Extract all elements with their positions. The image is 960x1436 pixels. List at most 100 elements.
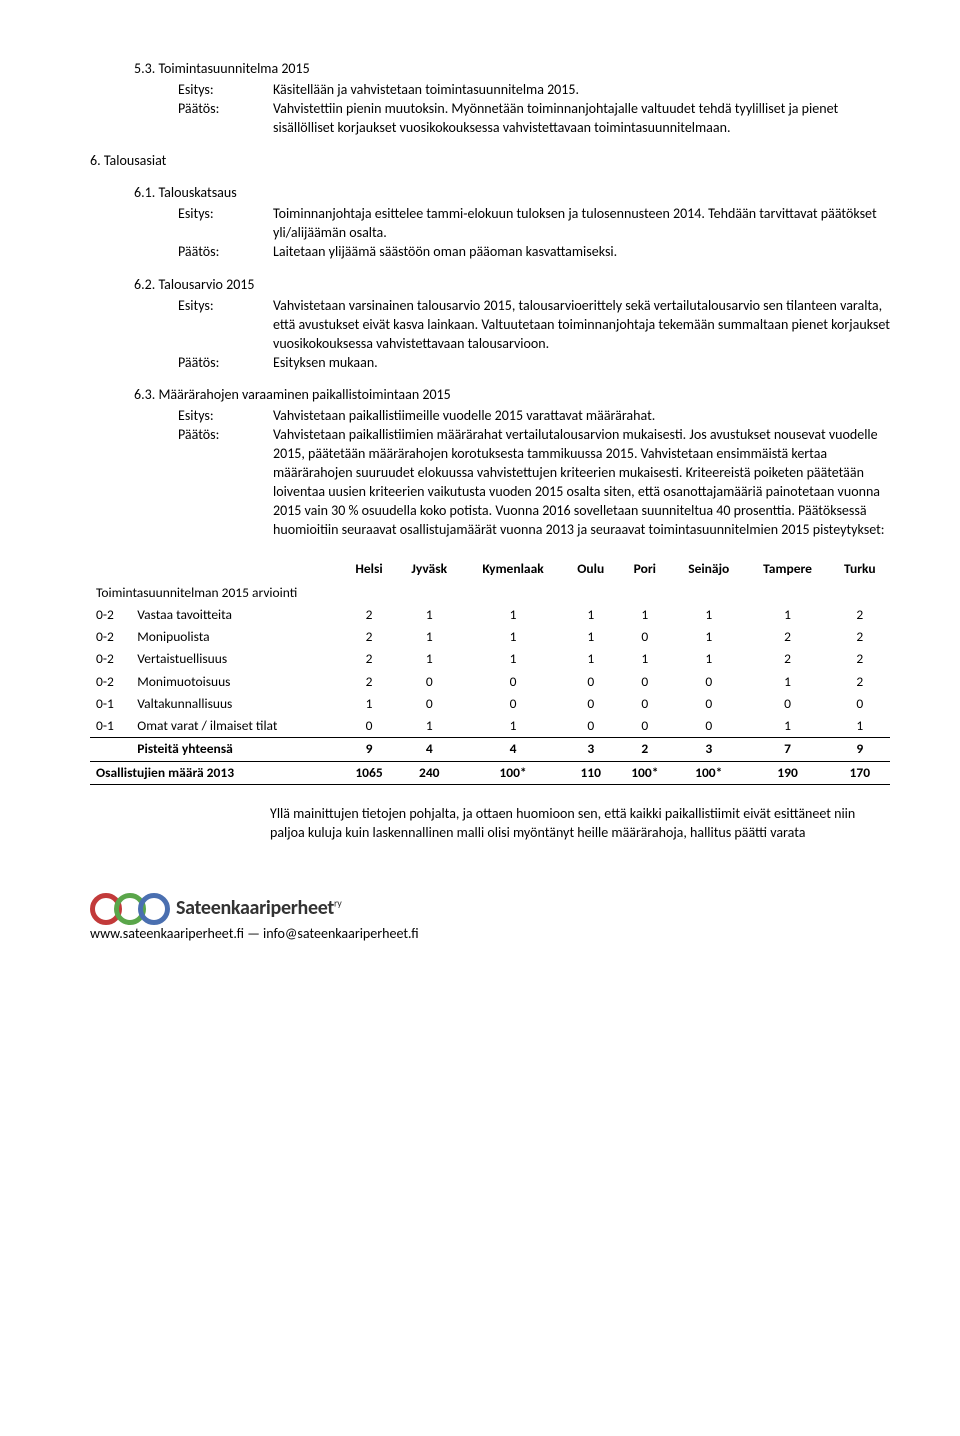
table-row: 0-1Omat varat / ilmaiset tilat01100011 — [90, 715, 890, 738]
col-helsi: Helsi — [342, 558, 396, 580]
total-value: 9 — [342, 738, 396, 761]
table-row: 0-2Monipuolista21110122 — [90, 626, 890, 648]
section-number: 6. — [90, 152, 101, 169]
cell-range: 0-1 — [90, 693, 131, 715]
section-heading: 6.3. Määrärahojen varaaminen paikallisto… — [134, 386, 890, 405]
cell-value: 1 — [564, 648, 618, 670]
cell-value: 0 — [672, 671, 745, 693]
participants-value: 100* — [462, 761, 564, 784]
cell-value: 1 — [672, 604, 745, 626]
cell-value: 0 — [618, 693, 672, 715]
paatos-text: Laitetaan ylijäämä säästöön oman pääoman… — [273, 243, 890, 262]
cell-range: 0-2 — [90, 648, 131, 670]
section-title: Talousasiat — [104, 152, 167, 169]
section-6-3: 6.3. Määrärahojen varaaminen paikallisto… — [90, 386, 890, 539]
scoring-table: Helsi Jyväsk Kymenlaak Oulu Pori Seinäjo… — [90, 558, 890, 785]
cell-label: Valtakunnallisuus — [131, 693, 342, 715]
cell-value: 1 — [672, 648, 745, 670]
section-heading: 6.1. Talouskatsaus — [134, 184, 890, 203]
section-5-3: 5.3. Toimintasuunnitelma 2015 Esitys: Kä… — [90, 60, 890, 138]
cell-value: 1 — [745, 715, 829, 738]
col-kymenlaak: Kymenlaak — [462, 558, 564, 580]
table-row: 0-1Valtakunnallisuus10000000 — [90, 693, 890, 715]
total-value: 3 — [564, 738, 618, 761]
table-row: 0-2Vertaistuellisuus21111122 — [90, 648, 890, 670]
page-footer: Sateenkaariperheetry — [90, 893, 890, 925]
cell-value: 1 — [672, 626, 745, 648]
participants-value: 1065 — [342, 761, 396, 784]
cell-value: 1 — [745, 604, 829, 626]
col-oulu: Oulu — [564, 558, 618, 580]
cell-label: Vastaa tavoitteita — [131, 604, 342, 626]
cell-value: 0 — [564, 671, 618, 693]
cell-value: 1 — [396, 626, 462, 648]
col-turku: Turku — [830, 558, 890, 580]
participants-value: 190 — [745, 761, 829, 784]
section-number: 6.1. — [134, 184, 155, 201]
after-table-paragraph: Yllä mainittujen tietojen pohjalta, ja o… — [90, 805, 890, 843]
section-number: 5.3. — [134, 60, 155, 77]
logo: Sateenkaariperheetry — [90, 893, 341, 925]
esitys-label: Esitys: — [178, 81, 273, 100]
esitys-label: Esitys: — [178, 297, 273, 354]
cell-value: 1 — [396, 604, 462, 626]
logo-sup: ry — [334, 896, 341, 909]
table-row: 0-2Vastaa tavoitteita21111112 — [90, 604, 890, 626]
section-6-1: 6.1. Talouskatsaus Esitys: Toiminnanjoht… — [90, 184, 890, 262]
col-label — [131, 558, 342, 580]
paatos-row: Päätös: Esityksen mukaan. — [134, 354, 890, 373]
cell-value: 2 — [342, 626, 396, 648]
table-participants-row: Osallistujien määrä 20131065240100*11010… — [90, 761, 890, 784]
cell-value: 0 — [672, 715, 745, 738]
cell-label: Monimuotoisuus — [131, 671, 342, 693]
esitys-text: Toiminnanjohtaja esittelee tammi-elokuun… — [273, 205, 890, 243]
cell-value: 0 — [564, 715, 618, 738]
cell-value: 0 — [462, 693, 564, 715]
cell-value: 0 — [564, 693, 618, 715]
table-total-row: Pisteitä yhteensä94432379 — [90, 738, 890, 761]
cell-value: 0 — [830, 693, 890, 715]
section-6-2: 6.2. Talousarvio 2015 Esitys: Vahvisteta… — [90, 276, 890, 372]
esitys-row: Esitys: Toiminnanjohtaja esittelee tammi… — [134, 205, 890, 243]
cell-value: 0 — [342, 715, 396, 738]
cell-range: 0-2 — [90, 626, 131, 648]
col-tampere: Tampere — [745, 558, 829, 580]
cell-value: 0 — [618, 715, 672, 738]
cell-value: 1 — [462, 715, 564, 738]
cell-value: 2 — [830, 648, 890, 670]
col-seinajo: Seinäjo — [672, 558, 745, 580]
participants-label: Osallistujien määrä 2013 — [90, 761, 342, 784]
cell-value: 0 — [396, 693, 462, 715]
cell-value: 0 — [618, 626, 672, 648]
table-subhead-row: Toimintasuunnitelman 2015 arviointi — [90, 580, 890, 604]
paatos-text: Esityksen mukaan. — [273, 354, 890, 373]
cell-value: 0 — [462, 671, 564, 693]
paatos-text: Vahvistetaan paikallistiimien määrärahat… — [273, 426, 890, 539]
cell-value: 1 — [462, 648, 564, 670]
section-number: 6.3. — [134, 386, 155, 403]
esitys-text: Vahvistetaan paikallistiimeille vuodelle… — [273, 407, 890, 426]
cell-value: 1 — [830, 715, 890, 738]
col-pori: Pori — [618, 558, 672, 580]
cell-value: 0 — [745, 693, 829, 715]
section-title: Toimintasuunnitelma 2015 — [158, 60, 309, 77]
paatos-row: Päätös: Laitetaan ylijäämä säästöön oman… — [134, 243, 890, 262]
cell-value: 1 — [618, 604, 672, 626]
total-value: 9 — [830, 738, 890, 761]
total-value: 7 — [745, 738, 829, 761]
cell-value: 2 — [342, 648, 396, 670]
esitys-label: Esitys: — [178, 205, 273, 243]
esitys-text: Vahvistetaan varsinainen talousarvio 201… — [273, 297, 890, 354]
paatos-label: Päätös: — [178, 426, 273, 539]
paatos-label: Päätös: — [178, 100, 273, 138]
cell-value: 2 — [745, 648, 829, 670]
cell-value: 2 — [830, 626, 890, 648]
cell-range: 0-2 — [90, 604, 131, 626]
participants-value: 170 — [830, 761, 890, 784]
total-value: 4 — [462, 738, 564, 761]
participants-value: 240 — [396, 761, 462, 784]
participants-value: 100* — [672, 761, 745, 784]
col-range — [90, 558, 131, 580]
cell-value: 1 — [396, 715, 462, 738]
table-header-row: Helsi Jyväsk Kymenlaak Oulu Pori Seinäjo… — [90, 558, 890, 580]
